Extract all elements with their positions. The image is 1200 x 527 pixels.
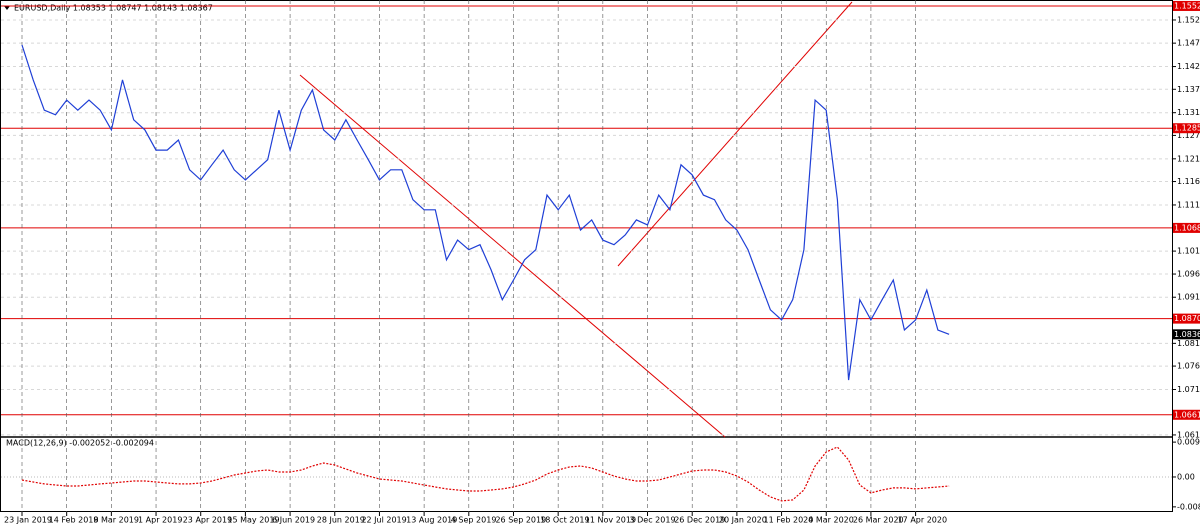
y-tick-label: 0.00 (1177, 472, 1195, 481)
level-label: 1.08709 (1174, 314, 1200, 323)
y-tick-label: 1.11185 (1177, 200, 1200, 209)
x-tick-label: 11 Feb 2020 (764, 516, 814, 525)
level-badge (1173, 0, 1200, 11)
menu-triangle (4, 6, 10, 10)
x-tick-label: 20 Jan 2020 (719, 516, 767, 525)
y-tick-label: 1.13195 (1177, 108, 1200, 117)
x-tick-label: 15 May 2019 (227, 516, 279, 525)
plot-frame (0, 0, 1173, 512)
y-tick-label: 1.09680 (1177, 270, 1200, 279)
level-badge (1173, 409, 1200, 420)
x-tick-label: 4 Mar 2020 (808, 516, 854, 525)
x-tick-label: 26 Mar 2020 (853, 516, 904, 525)
trend-line (617, 1, 853, 267)
x-tick-label: 13 Aug 2019 (406, 516, 457, 525)
last-price-badge (1173, 329, 1200, 340)
level-label: 1.10685 (1174, 223, 1200, 232)
level-badge (1173, 123, 1200, 134)
x-tick-label: 8 Mar 2019 (93, 516, 139, 525)
y-tick-label: 0.009854 (1177, 438, 1200, 447)
y-tick-label: 1.12190 (1177, 154, 1200, 163)
x-tick-label: 14 Feb 2019 (49, 516, 99, 525)
x-tick-label: 23 Jan 2019 (4, 516, 52, 525)
y-tick-label: 1.12700 (1177, 131, 1200, 140)
x-tick-label: 23 Apr 2019 (183, 516, 232, 525)
level-badge (1173, 313, 1200, 324)
y-tick-label: 1.13705 (1177, 85, 1200, 94)
y-tick-label: 1.07165 (1177, 385, 1200, 394)
x-tick-label: 3 Dec 2019 (630, 516, 676, 525)
y-tick-label: 1.11695 (1177, 177, 1200, 186)
y-tick-label: 1.15215 (1177, 15, 1200, 24)
x-tick-label: 1 Apr 2019 (138, 516, 182, 525)
x-tick-label: 4 Sep 2019 (451, 516, 497, 525)
series-line (21, 44, 950, 381)
trend-line (299, 74, 726, 438)
level-badge (1173, 222, 1200, 233)
y-tick-label: 1.14710 (1177, 39, 1200, 48)
x-tick-label: 11 Nov 2019 (585, 516, 636, 525)
x-tick-label: 26 Dec 2019 (674, 516, 725, 525)
macd-title: MACD(12,26,9) -0.002052 -0.002094 (6, 439, 154, 448)
level-label: 1.06614 (1174, 410, 1200, 419)
x-tick-label: 22 Jul 2019 (361, 516, 406, 525)
y-tick-label: 1.14200 (1177, 62, 1200, 71)
x-tick-label: 17 Apr 2020 (898, 516, 947, 525)
x-tick-label: 18 Oct 2019 (540, 516, 589, 525)
y-tick-label: 1.08170 (1177, 339, 1200, 348)
x-tick-label: 6 Jun 2019 (272, 516, 315, 525)
y-tick-label: 1.10180 (1177, 247, 1200, 256)
x-tick-label: 28 Jun 2019 (317, 516, 365, 525)
last-price-label: 1.08367 (1174, 330, 1200, 339)
y-tick-label: 1.07675 (1177, 362, 1200, 371)
x-tick-label: 26 Sep 2019 (495, 516, 546, 525)
y-tick-label: 1.06175 (1177, 430, 1200, 439)
level-label: 1.12857 (1174, 124, 1200, 133)
chart-title: EURUSD,Daily 1.08353 1.08747 1.08143 1.0… (14, 4, 213, 13)
series-line (21, 446, 950, 502)
y-tick-label: -0.00845 (1177, 502, 1200, 511)
y-tick-label: 1.09175 (1177, 293, 1200, 302)
level-label: 1.15520 (1174, 1, 1200, 10)
